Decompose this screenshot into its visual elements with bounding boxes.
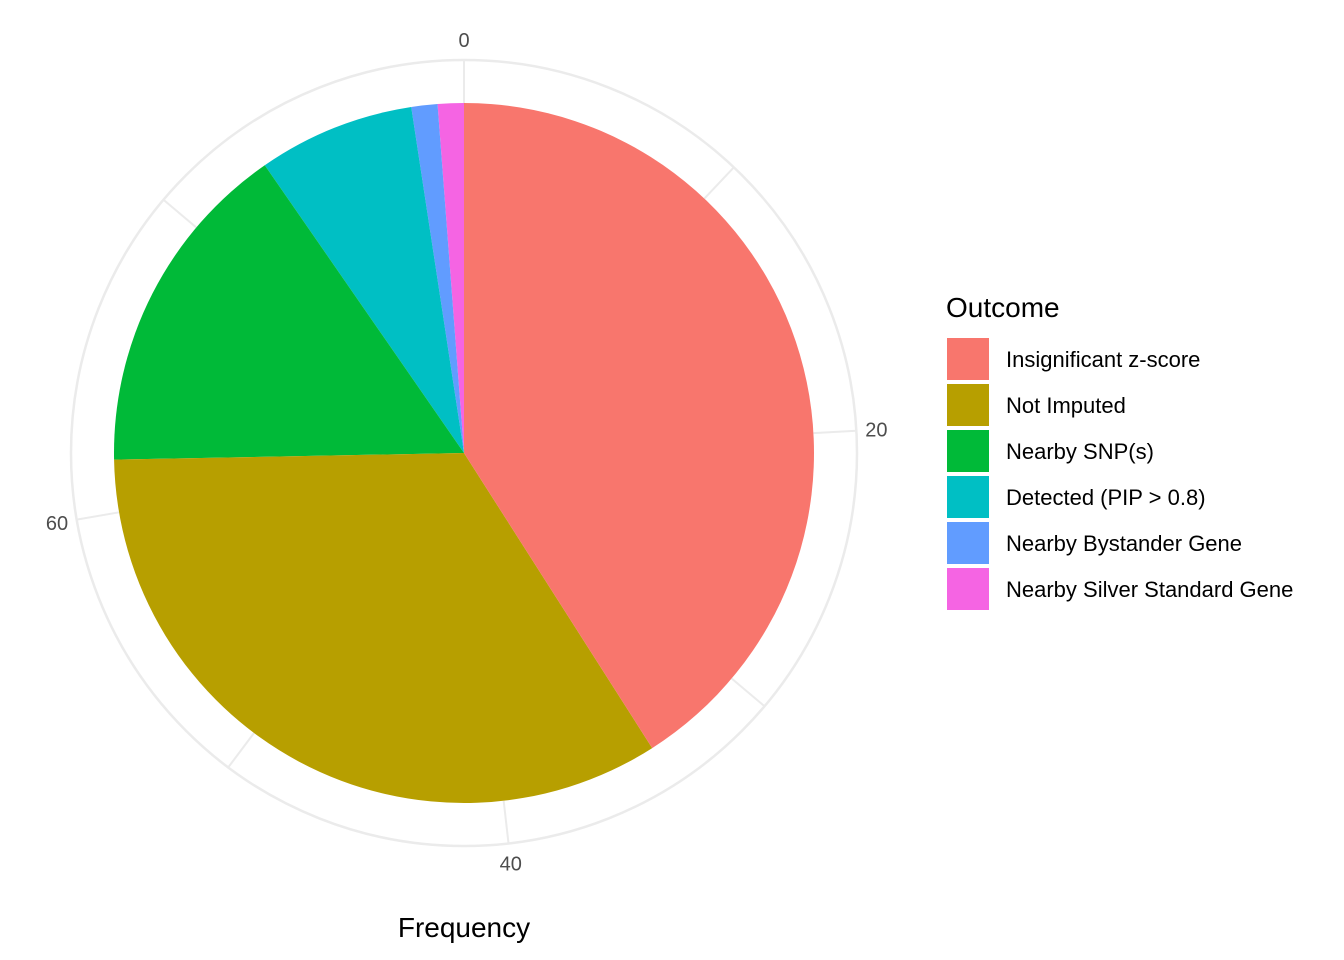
theta-tick-label: 0 bbox=[458, 30, 469, 52]
legend-key-not-imputed bbox=[947, 384, 989, 426]
legend-key-nearby-silver-standard-gene bbox=[947, 568, 989, 610]
theta-tick-labels: 0 20 40 60 bbox=[46, 30, 888, 875]
grid-line bbox=[703, 166, 735, 200]
legend-key-nearby-bystander-gene bbox=[947, 522, 989, 564]
polar-grid bbox=[69, 58, 859, 848]
pie-slice-detected-pip-0-8 bbox=[264, 107, 464, 454]
grid-line bbox=[502, 800, 510, 844]
legend-label-not-imputed: Not Imputed bbox=[1006, 393, 1126, 418]
theta-tick-label: 40 bbox=[500, 853, 522, 875]
legend-key-detected-pip-0-8 bbox=[947, 476, 989, 518]
pie-slice-nearby-silver-standard-gene bbox=[437, 103, 464, 453]
pie-slice-nearby-bystander-gene bbox=[411, 104, 464, 453]
legend-label-nearby-snp-s: Nearby SNP(s) bbox=[1006, 439, 1154, 464]
grid-line bbox=[730, 677, 766, 708]
x-axis-title: Frequency bbox=[398, 912, 530, 943]
grid-line bbox=[813, 429, 857, 435]
pie-slice-insignificant-z-score bbox=[464, 103, 814, 749]
grid-line bbox=[76, 511, 120, 521]
theta-tick-label: 60 bbox=[46, 513, 68, 535]
theta-tick-label: 20 bbox=[865, 420, 887, 442]
legend-label-nearby-silver-standard-gene: Nearby Silver Standard Gene bbox=[1006, 577, 1293, 602]
legend-label-detected-pip-0-8: Detected (PIP > 0.8) bbox=[1006, 485, 1206, 510]
pie-slices bbox=[114, 103, 814, 804]
legend-key-nearby-snp-s bbox=[947, 430, 989, 472]
legend-label-insignificant-z-score: Insignificant z-score bbox=[1006, 347, 1200, 372]
grid-line bbox=[162, 198, 198, 229]
pie-slice-not-imputed bbox=[114, 453, 653, 804]
grid-line bbox=[227, 732, 255, 769]
legend-title: Outcome bbox=[946, 292, 1060, 323]
legend-label-nearby-bystander-gene: Nearby Bystander Gene bbox=[1006, 531, 1242, 556]
pie-slice-nearby-snp-s bbox=[114, 165, 465, 460]
legend: Outcome Insignificant z-score Not Imputed… bbox=[946, 292, 1293, 610]
legend-key-insignificant-z-score bbox=[947, 338, 989, 380]
